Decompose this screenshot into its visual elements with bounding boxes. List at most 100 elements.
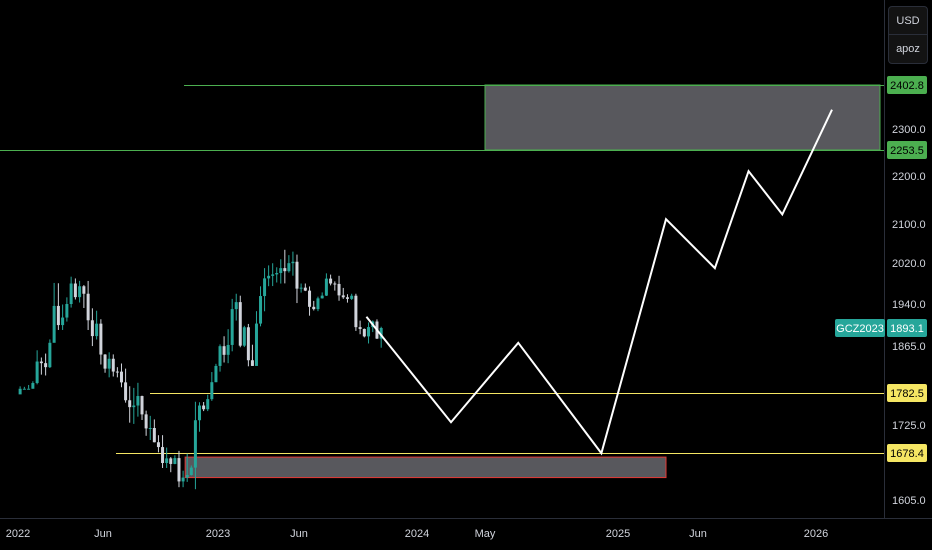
candle-body	[263, 278, 267, 297]
candle-body	[287, 263, 291, 272]
candle-body	[198, 405, 202, 421]
candle-body	[73, 283, 77, 298]
projection-layer	[365, 109, 833, 456]
candle-body	[271, 274, 275, 276]
candle-body	[173, 458, 177, 464]
x-tick-label: 2026	[804, 528, 828, 540]
candle-body	[379, 328, 383, 339]
candle-body	[206, 399, 210, 410]
scale-mode-button[interactable]: apoz	[888, 34, 928, 64]
last-price-tag	[887, 319, 927, 337]
y-tick-label: 2200.0	[892, 171, 926, 183]
price-tag-2253.5	[887, 141, 927, 159]
candle-body	[354, 295, 358, 328]
candle-body	[95, 323, 99, 337]
y-tick-label: 1940.0	[892, 299, 926, 311]
symbol-tag	[835, 319, 885, 337]
price-tag-text: 2402.8	[890, 80, 924, 92]
candle-body	[69, 283, 73, 304]
candle-body	[238, 302, 242, 346]
candle-body	[61, 317, 65, 326]
candle-body	[169, 458, 173, 464]
zones-layer	[184, 84, 881, 479]
candle-body	[222, 346, 226, 355]
candle-body	[132, 405, 136, 408]
candle-body	[31, 383, 35, 389]
x-tick-label: 2025	[606, 528, 630, 540]
candle-body	[82, 286, 86, 294]
candle-body	[214, 365, 218, 383]
candle-body	[329, 278, 333, 284]
candle-body	[279, 268, 283, 274]
candle-body	[18, 388, 22, 395]
candle-body	[345, 297, 349, 299]
candle-body	[202, 405, 206, 410]
candle-body	[27, 388, 31, 390]
candle-body	[367, 327, 371, 337]
candle-body	[299, 287, 303, 289]
candle-body	[65, 304, 69, 318]
candle-body	[86, 293, 90, 321]
y-tick-label: 1865.0	[892, 341, 926, 353]
candle-body	[185, 474, 189, 478]
candle-body	[161, 447, 165, 463]
price-tag-text: 1782.5	[890, 388, 924, 400]
candle-body	[115, 371, 119, 373]
x-tick-label: Jun	[689, 528, 707, 540]
y-tick-label: 1605.0	[892, 495, 926, 507]
candle-body	[48, 342, 52, 368]
candle-body	[165, 458, 169, 463]
x-tick-label: Jun	[94, 528, 112, 540]
price-tag-1782.5	[887, 384, 927, 402]
x-tick-label: 2023	[206, 528, 230, 540]
last-price-text: 1893.1	[890, 323, 924, 335]
candle-body	[193, 420, 197, 468]
candle-body	[246, 327, 250, 361]
candle-body	[242, 327, 246, 346]
candle-body	[111, 358, 115, 372]
candle-body	[308, 290, 312, 307]
projection-path	[365, 109, 833, 456]
candle-body	[148, 428, 152, 430]
candle-body	[283, 268, 287, 272]
candle-body	[226, 344, 230, 355]
x-tick-label: May	[475, 528, 496, 540]
candle-body	[350, 295, 354, 299]
candle-body	[275, 273, 279, 275]
candle-body	[39, 361, 43, 364]
x-tick-label: 2024	[405, 528, 429, 540]
candle-body	[107, 358, 111, 369]
candle-body	[181, 477, 185, 482]
candle-body	[140, 396, 144, 415]
candle-body	[119, 371, 123, 383]
candle-body	[156, 442, 160, 448]
candle-body	[312, 306, 316, 310]
candle-body	[128, 400, 132, 408]
price-tags-layer: 2402.8 2253.5 1782.5 1678.4 GCZ2023 1893.1	[835, 76, 927, 462]
candle-body	[259, 296, 263, 324]
candle-body	[234, 302, 238, 310]
candle-body	[333, 283, 337, 285]
candle-body	[218, 346, 222, 366]
candle-body	[303, 287, 307, 291]
price-tag-text: 2253.5	[890, 145, 924, 157]
candle-body	[144, 414, 148, 429]
candle-body	[44, 363, 48, 368]
x-tick-label: 2022	[6, 528, 30, 540]
price-tag-2402.8	[887, 76, 927, 94]
levels-layer	[0, 85, 884, 454]
candle-body	[124, 382, 128, 401]
candle-body	[90, 320, 94, 337]
candle-body	[267, 275, 271, 279]
currency-button[interactable]: USD	[888, 6, 928, 35]
candle-body	[250, 360, 254, 366]
y-tick-label: 1725.0	[892, 420, 926, 432]
x-tick-label: Jun	[290, 528, 308, 540]
candle-body	[22, 388, 26, 390]
candle-body	[152, 428, 156, 443]
candle-body	[210, 382, 214, 400]
y-tick-label: 2300.0	[892, 124, 926, 136]
candle-body	[99, 323, 103, 355]
